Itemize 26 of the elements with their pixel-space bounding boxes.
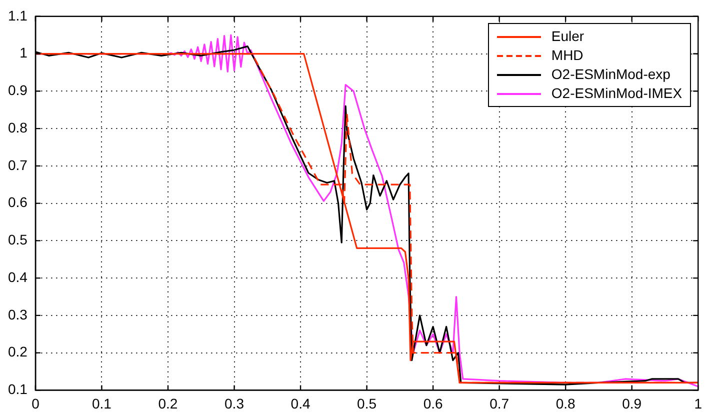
y-tick-label: 0.4	[8, 268, 28, 285]
x-tick-label: 0.3	[224, 395, 244, 412]
x-tick-label: 0	[32, 395, 40, 412]
y-tick-label: 0.9	[8, 82, 28, 98]
legend-label: Euler	[551, 27, 584, 46]
x-tick-label: 0.8	[556, 395, 576, 412]
y-tick-label: 1.1	[8, 7, 28, 24]
x-tick-label: 0.2	[158, 395, 178, 412]
x-tick-label: 0.5	[357, 395, 377, 412]
y-tick-label: 0.7	[8, 156, 28, 173]
x-tick-label: 0.7	[490, 395, 510, 412]
legend-label: O2-ESMinMod-exp	[551, 65, 670, 84]
y-tick-label: 0.8	[8, 119, 28, 136]
x-tick-label: 0.1	[92, 395, 112, 412]
x-tick-label: 0.9	[622, 395, 642, 412]
y-tick-label: 0.6	[8, 194, 28, 210]
y-tick-label: 0.5	[8, 232, 28, 248]
y-tick-label: 1	[20, 44, 28, 61]
x-tick-label: 0.6	[423, 395, 443, 412]
y-tick-label: 0.3	[8, 306, 28, 322]
y-tick-label: 0.1	[8, 381, 28, 398]
x-tick-label: 0.4	[290, 395, 310, 412]
y-tick-label: 0.2	[8, 344, 28, 360]
legend-label: MHD	[551, 46, 584, 66]
legend-label: O2-ESMinMod-IMEX	[551, 84, 682, 104]
x-tick-label: 1	[694, 395, 702, 412]
